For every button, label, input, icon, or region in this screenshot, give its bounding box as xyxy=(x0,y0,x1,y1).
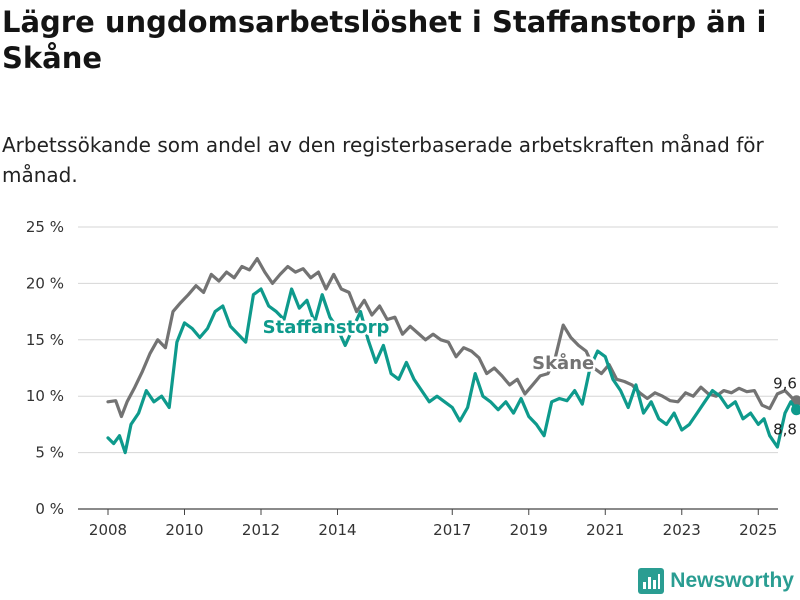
y-tick-label: 20 % xyxy=(26,274,64,292)
y-tick-label: 15 % xyxy=(26,331,64,349)
y-tick-label: 5 % xyxy=(35,444,64,462)
gridlines xyxy=(78,226,778,510)
y-tick-label: 25 % xyxy=(26,218,64,236)
x-tick-label: 2021 xyxy=(586,521,624,539)
chart-title: Lägre ungdomsarbetslöshet i Staffanstorp… xyxy=(2,5,767,75)
end-value-label: 8,8 % xyxy=(773,421,800,439)
end-value-label: 9,6 % xyxy=(773,375,800,393)
series-lines xyxy=(106,256,800,455)
x-tick-label: 2025 xyxy=(739,521,777,539)
y-tick-label: 10 % xyxy=(26,387,64,405)
x-tick-label: 2014 xyxy=(318,521,356,539)
x-tick-label: 2019 xyxy=(510,521,548,539)
series-labels: 9,6 % Skåne 8,8 % Staffanstorp xyxy=(260,315,800,439)
line-chart: 0 %5 %10 %15 %20 %25 % 2008 2010 2012 2014 2… xyxy=(26,218,800,539)
newsworthy-logo: Newsworthy xyxy=(638,568,794,594)
x-axis-ticks: 2008 2010 2012 2014 2017 2019 2021 2023 2025 xyxy=(89,509,777,539)
y-tick-label: 0 % xyxy=(35,500,64,518)
series-name-label: Skåne xyxy=(532,352,594,374)
chart-subtitle: Arbetssökande som andel av den registerb… xyxy=(2,133,764,187)
x-tick-label: 2017 xyxy=(433,521,471,539)
end-point-staffanstorp xyxy=(791,404,800,416)
series-line-sk-ne xyxy=(106,256,799,419)
x-tick-label: 2012 xyxy=(242,521,280,539)
bar-chart-logo-icon xyxy=(638,568,665,594)
x-tick-label: 2008 xyxy=(89,521,127,539)
x-tick-label: 2023 xyxy=(663,521,701,539)
y-axis-ticks: 0 % 5 % 10 % 15 % 20 % 25 % xyxy=(26,218,64,518)
series-name-label: Staffanstorp xyxy=(263,317,390,338)
x-tick-label: 2010 xyxy=(165,521,203,539)
series-line-staffanstorp xyxy=(106,287,799,455)
brand-name: Newsworthy xyxy=(670,569,794,592)
